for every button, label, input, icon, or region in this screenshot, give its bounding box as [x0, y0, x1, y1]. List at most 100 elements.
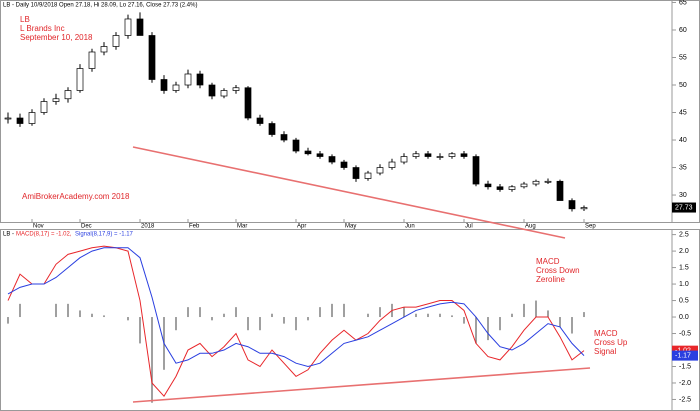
- last-price-label: 27.73: [675, 204, 693, 211]
- candle-body: [100, 46, 108, 53]
- candle-body: [304, 150, 312, 155]
- annotation: Cross Down: [536, 266, 580, 275]
- candle-body: [244, 87, 252, 119]
- candle-body: [64, 90, 72, 100]
- x-tick-label: Apr: [297, 224, 306, 230]
- candle-body: [520, 183, 528, 188]
- annotation: L Brands Inc: [20, 24, 65, 33]
- candle-body: [352, 167, 360, 179]
- candle-body: [580, 207, 588, 210]
- macd-line: [7, 247, 585, 368]
- candle-body: [256, 117, 264, 124]
- annotation: LB: [20, 15, 30, 24]
- candle-body: [376, 167, 384, 174]
- candle-body: [220, 90, 228, 97]
- y-tick-label: 40: [679, 137, 687, 144]
- macd-panel: [0, 229, 700, 411]
- annotation: Signal: [594, 347, 616, 356]
- annotation: September 10, 2018: [20, 33, 93, 42]
- y-tick-label: 1.5: [679, 264, 689, 271]
- annotation: AmiBrokerAcademy.com 2018: [22, 192, 130, 201]
- candle-body: [292, 139, 300, 152]
- macd-line: [7, 245, 585, 397]
- y-tick-label: -0.5: [679, 330, 691, 337]
- candle-body: [52, 98, 60, 102]
- candle-body: [340, 161, 348, 168]
- x-tick-label: 2018: [141, 224, 155, 230]
- candle-body: [232, 87, 240, 91]
- y-tick-label: 0.5: [679, 297, 689, 304]
- y-tick-label: -2.5: [679, 396, 691, 403]
- candle-body: [184, 73, 192, 86]
- candle-body: [88, 51, 96, 69]
- candle-body: [136, 18, 144, 36]
- annotation: MACD: [594, 329, 618, 338]
- y-tick-label: 0.0: [679, 314, 689, 321]
- candle-body: [4, 117, 12, 120]
- x-tick-label: May: [345, 224, 356, 230]
- candle-body: [424, 153, 432, 157]
- y-tick-label: 65: [679, 0, 687, 6]
- y-tick-label: -1.5: [679, 363, 691, 370]
- x-tick-label: Aug: [525, 224, 536, 230]
- candle-body: [532, 180, 540, 185]
- legend-entry: MACD(8,17) = -1.02,: [16, 232, 72, 238]
- trend-line: [132, 367, 591, 403]
- trend-line: [132, 146, 566, 239]
- annotation: Cross Up: [594, 338, 628, 347]
- y-tick-label: 45: [679, 109, 687, 116]
- candle-body: [208, 84, 216, 97]
- candle-body: [124, 18, 132, 36]
- last-value-label: -1.17: [675, 352, 691, 359]
- candle-body: [160, 79, 168, 91]
- annotation: MACD: [536, 257, 560, 266]
- candle-body: [436, 156, 444, 158]
- candle-body: [556, 180, 564, 201]
- y-tick-label: 1.0: [679, 281, 689, 288]
- candle-body: [172, 84, 180, 91]
- candle-body: [268, 123, 276, 135]
- y-tick-label: 30: [679, 192, 687, 199]
- candle-body: [388, 161, 396, 168]
- legend-entry: Signal(8,17,9) = -1.17: [75, 232, 134, 238]
- candle-body: [496, 186, 504, 190]
- y-tick-label: 55: [679, 54, 687, 61]
- candle-body: [484, 183, 492, 188]
- x-tick-label: Nov: [33, 224, 44, 230]
- candle-body: [412, 153, 420, 157]
- candle-body: [316, 153, 324, 157]
- annotation: Zeroline: [536, 275, 565, 284]
- x-tick-label: Dec: [81, 224, 92, 230]
- candle-body: [112, 35, 120, 47]
- price-panel: [0, 0, 700, 223]
- y-tick-label: 60: [679, 27, 687, 34]
- last-value-box: [672, 350, 698, 361]
- x-tick-label: Jun: [405, 224, 415, 230]
- candle-body: [76, 68, 84, 91]
- y-tick-label: 2.5: [679, 231, 689, 238]
- candle-body: [364, 172, 372, 179]
- x-tick-label: Jul: [465, 224, 473, 230]
- candle-body: [328, 156, 336, 163]
- x-tick-label: Sep: [585, 224, 596, 230]
- candle-body: [544, 180, 552, 183]
- candle-body: [460, 153, 468, 157]
- last-price-box: [672, 202, 696, 213]
- candle-body: [508, 186, 516, 190]
- y-tick-label: 50: [679, 82, 687, 89]
- candle-body: [472, 156, 480, 185]
- candle-body: [28, 112, 36, 124]
- candle-body: [400, 156, 408, 163]
- candle-body: [280, 134, 288, 141]
- candle-body: [16, 117, 24, 124]
- y-tick-label: 35: [679, 164, 687, 171]
- price-title: LB - Daily 10/9/2018 Open 27.18, Hi 28.0…: [3, 3, 197, 9]
- macd-title: LB -: [3, 232, 14, 238]
- y-tick-label: 2.0: [679, 248, 689, 255]
- x-tick-label: Feb: [189, 224, 200, 230]
- candle-body: [40, 101, 48, 113]
- candle-body: [448, 153, 456, 157]
- candle-body: [568, 200, 576, 210]
- x-tick-label: Mar: [237, 224, 247, 230]
